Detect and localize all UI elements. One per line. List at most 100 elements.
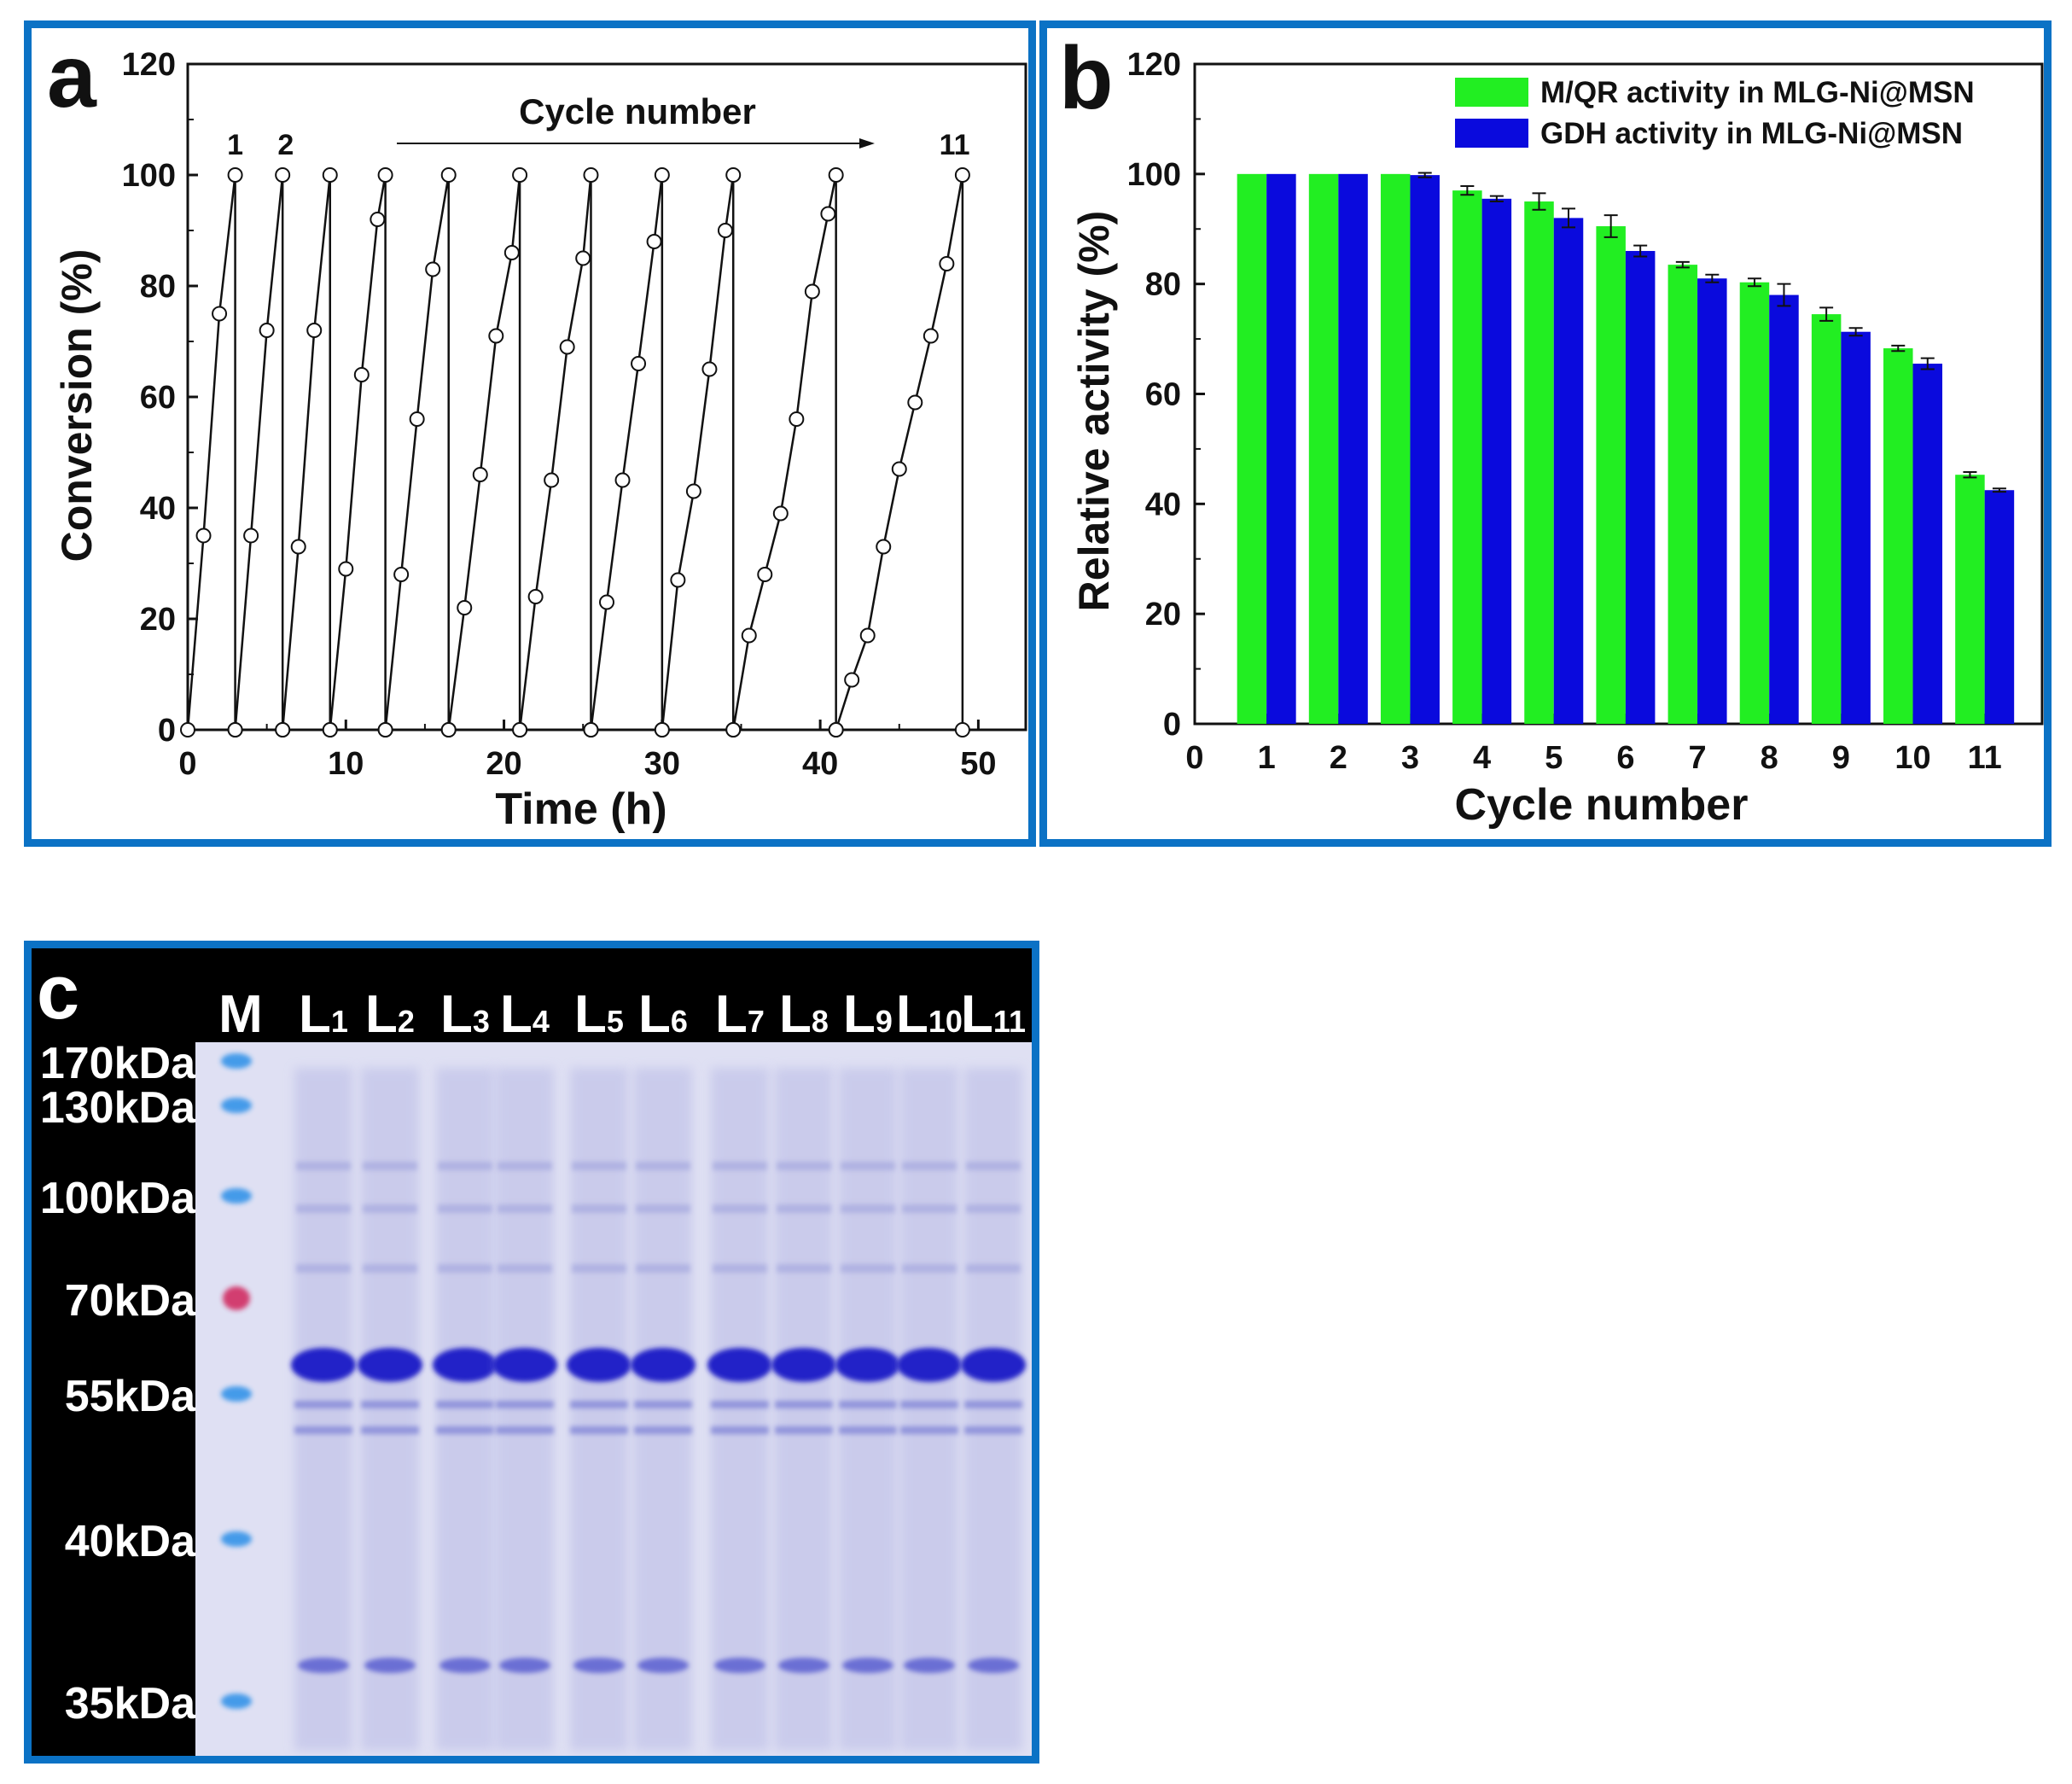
data-point <box>559 339 575 355</box>
bar-gdh-cycle-1 <box>1266 173 1296 725</box>
lower-protein-band <box>842 1658 893 1673</box>
data-point <box>859 627 876 644</box>
data-point <box>488 328 504 344</box>
data-point <box>425 261 441 277</box>
bar-gdh-cycle-4 <box>1481 198 1512 725</box>
main-protein-band <box>492 1348 557 1382</box>
secondary-band <box>361 1426 419 1434</box>
faint-band <box>777 1162 831 1170</box>
faint-band <box>713 1162 767 1170</box>
faint-band <box>841 1264 895 1273</box>
data-point <box>923 328 939 344</box>
data-point <box>575 250 591 266</box>
data-point <box>370 212 386 227</box>
data-point <box>503 245 520 260</box>
y-tick-label: 40 <box>140 491 176 527</box>
lower-protein-band <box>364 1658 416 1673</box>
data-point <box>939 256 955 271</box>
data-point <box>583 167 599 183</box>
lower-protein-band <box>439 1658 491 1673</box>
secondary-band <box>294 1426 352 1434</box>
data-point <box>891 461 907 477</box>
data-point <box>907 394 923 411</box>
marker-label: 35kDa <box>65 1679 196 1729</box>
faint-band <box>572 1162 626 1170</box>
y-tick-label: 60 <box>140 380 176 416</box>
marker-band <box>221 1386 252 1402</box>
bar-gdh-cycle-6 <box>1625 251 1656 724</box>
lane-smear <box>496 1068 554 1751</box>
lane-smear <box>294 1068 352 1751</box>
bar-mqr-cycle-6 <box>1596 226 1626 724</box>
marker-label: 170kDa <box>40 1039 196 1088</box>
relative-activity-bar-chart: 0 20 40 60 80 100 120 0 1 2 3 4 5 6 7 8 9 10 11 M/QR activi… <box>1059 29 2044 830</box>
x-tick-label: 5 <box>1545 740 1563 776</box>
y-tick-label: 20 <box>140 602 176 638</box>
lane-smear <box>964 1068 1022 1751</box>
bar-mqr-cycle-8 <box>1739 282 1770 725</box>
bar-gdh-cycle-7 <box>1697 278 1727 725</box>
bar-mqr-cycle-2 <box>1308 173 1339 725</box>
data-point <box>804 283 820 300</box>
secondary-band <box>570 1401 628 1408</box>
x-tick-label: 3 <box>1401 740 1419 776</box>
data-point <box>512 722 528 738</box>
y-axis-title: Relative activity (%) <box>1070 211 1118 612</box>
faint-band <box>498 1162 552 1170</box>
main-protein-band <box>567 1348 631 1382</box>
cycle-label: 2 <box>277 129 294 161</box>
lane-label-l4: L4 <box>500 985 550 1044</box>
data-point <box>180 722 195 738</box>
data-point <box>409 411 425 427</box>
cycle-10-line <box>731 174 837 731</box>
bar-gdh-cycle-2 <box>1338 173 1368 725</box>
y-tick-label: 60 <box>1145 377 1181 413</box>
faint-band <box>777 1204 831 1213</box>
marker-label: 130kDa <box>40 1083 196 1133</box>
faint-band <box>636 1264 690 1273</box>
secondary-band <box>711 1401 769 1408</box>
faint-band <box>966 1162 1021 1170</box>
secondary-band <box>964 1426 1022 1434</box>
x-tick-label: 2 <box>1330 740 1347 776</box>
legend-label: M/QR activity in MLG-Ni@MSN <box>1540 76 1975 109</box>
faint-band <box>498 1264 552 1273</box>
main-protein-band <box>631 1348 696 1382</box>
marker-label: 70kDa <box>65 1276 196 1326</box>
data-point <box>195 528 212 544</box>
data-point <box>741 627 757 644</box>
secondary-band <box>839 1401 897 1408</box>
secondary-band <box>900 1401 958 1408</box>
main-protein-band <box>707 1348 772 1382</box>
data-point <box>954 167 970 183</box>
data-point <box>338 561 354 577</box>
bar-mqr-cycle-1 <box>1237 173 1267 725</box>
lane-label-l11: L11 <box>961 985 1026 1044</box>
data-point <box>725 167 742 183</box>
data-point <box>322 167 338 183</box>
data-point <box>353 367 370 382</box>
annotation-arrow-head <box>859 138 875 149</box>
data-point <box>243 528 259 544</box>
lane-smear <box>711 1068 769 1751</box>
faint-band <box>636 1204 690 1213</box>
panel-letter: a <box>47 28 97 126</box>
data-point <box>440 722 457 738</box>
legend-label: GDH activity in MLG-Ni@MSN <box>1540 117 1963 150</box>
cycle-3-line <box>281 174 331 731</box>
y-axis-title: Conversion (%) <box>53 249 101 563</box>
data-point <box>259 323 275 338</box>
faint-band <box>438 1204 492 1213</box>
marker-label: 55kDa <box>65 1372 196 1421</box>
data-point <box>377 167 393 183</box>
faint-band <box>438 1162 492 1170</box>
lane-smear <box>570 1068 628 1751</box>
data-point <box>227 167 243 183</box>
conversion-line-chart: 0 20 40 60 80 100 120 0 10 20 30 40 50 Time (h) Conver… <box>47 28 1027 834</box>
faint-band <box>438 1264 492 1273</box>
marker-band <box>221 1053 252 1069</box>
data-point <box>614 472 631 488</box>
secondary-band <box>775 1426 833 1434</box>
bar-mqr-cycle-4 <box>1452 190 1482 725</box>
